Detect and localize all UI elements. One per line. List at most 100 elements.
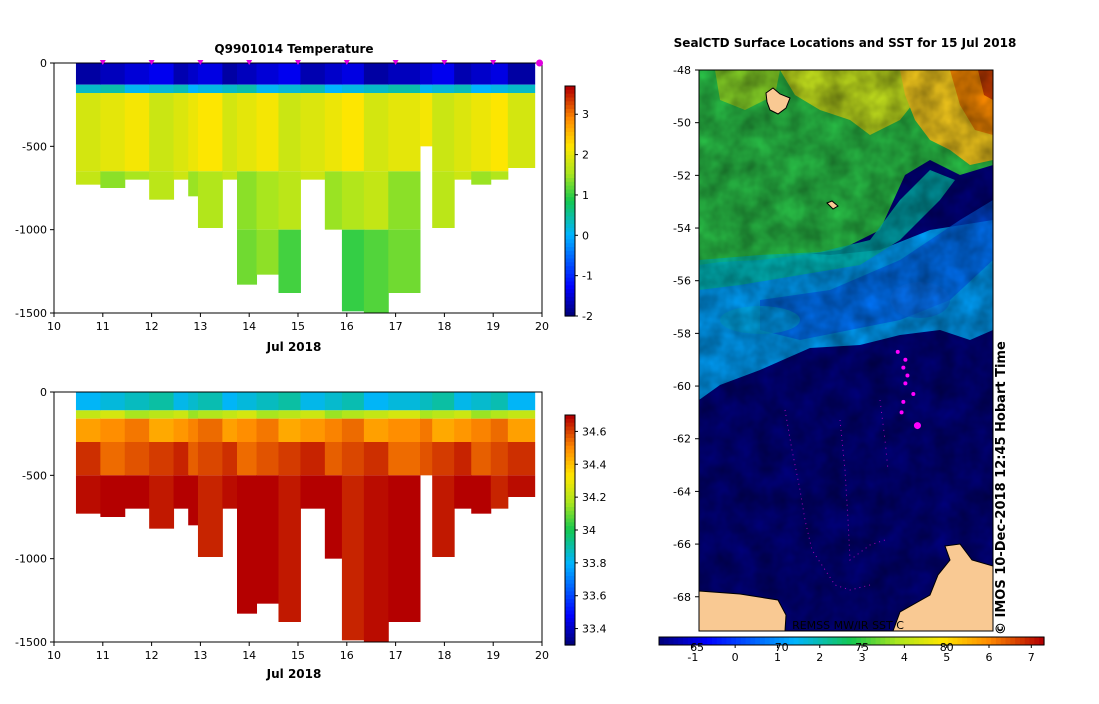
sst-celsius-label: -1 xyxy=(687,651,698,664)
section-cell xyxy=(173,475,189,509)
colorbar-swatch xyxy=(565,178,575,183)
map-lat-label: -56 xyxy=(673,275,691,288)
section-cell xyxy=(75,63,101,85)
colorbar-swatch xyxy=(565,572,575,577)
section-cell xyxy=(149,418,175,442)
section-cell xyxy=(75,93,101,172)
colorbar-swatch xyxy=(565,235,575,240)
colorbar-swatch xyxy=(565,166,575,171)
colorbar-swatch xyxy=(565,564,575,569)
colorbar-swatch xyxy=(565,212,575,217)
y-tick-label: -500 xyxy=(22,469,47,482)
colorbar-swatch xyxy=(565,227,575,233)
sst-colorbar-swatch xyxy=(716,637,723,645)
section-cell xyxy=(278,84,301,93)
section-cell xyxy=(100,475,126,517)
profile-marker xyxy=(148,60,155,65)
colorbar-swatch xyxy=(565,281,575,286)
section-cell xyxy=(188,84,199,93)
colorbar-swatch xyxy=(565,495,575,500)
colorbar-swatch xyxy=(565,231,575,237)
section-cell xyxy=(173,442,189,476)
sst-colorbar-swatch xyxy=(1010,637,1016,645)
sst-colorbar-swatch xyxy=(1029,637,1035,645)
sst-colorbar-swatch xyxy=(986,637,992,645)
section-cell xyxy=(324,63,343,85)
sst-colorbar-swatch xyxy=(1000,637,1007,645)
seal-position xyxy=(901,399,906,404)
colorbar-swatch xyxy=(565,289,575,294)
colorbar-swatch xyxy=(565,507,575,512)
colorbar-swatch xyxy=(565,514,575,520)
section-cell xyxy=(363,418,389,442)
map-credit: © IMOS 10-Dec-2018 12:45 Hobart Time xyxy=(994,341,1009,635)
sst-colorbar-swatch xyxy=(750,637,756,645)
section-cell xyxy=(454,93,472,172)
x-tick-label: 18 xyxy=(437,649,451,662)
sst-colorbar-swatch xyxy=(721,637,727,645)
colorbar-swatch xyxy=(565,155,575,160)
sst-colorbar-swatch xyxy=(957,637,963,645)
profile-marker xyxy=(441,60,448,65)
sst-field xyxy=(699,70,993,631)
map-lat-label: -58 xyxy=(673,327,691,340)
section-cell xyxy=(507,93,536,168)
colorbar-swatch xyxy=(565,135,575,141)
sst-colorbar-swatch xyxy=(885,637,891,645)
section-cell xyxy=(341,392,365,411)
colorbar-swatch xyxy=(565,449,575,454)
section-cell xyxy=(100,392,126,411)
colorbar-swatch xyxy=(565,629,575,635)
section-cell xyxy=(507,442,536,476)
sst-colorbar-swatch xyxy=(952,637,958,645)
section-cell xyxy=(341,93,365,172)
colorbar-swatch xyxy=(565,105,575,110)
y-tick-label: -1000 xyxy=(15,553,47,566)
section-cell xyxy=(173,171,189,180)
section-cell xyxy=(388,442,421,476)
colorbar-swatch xyxy=(565,430,575,435)
sst-colorbar-swatch xyxy=(928,637,934,645)
section-cell xyxy=(100,410,126,419)
x-tick-label: 17 xyxy=(389,649,403,662)
sst-colorbar-swatch xyxy=(914,637,920,645)
colorbar-swatch xyxy=(565,296,575,302)
section-cell xyxy=(278,93,301,172)
sst-colorbar-swatch xyxy=(938,637,944,645)
section-cell xyxy=(100,93,126,172)
section-cell xyxy=(149,171,175,200)
section-cell xyxy=(388,93,421,172)
section-cell xyxy=(124,442,150,476)
sst-colorbar-swatch xyxy=(745,637,752,645)
section-cell xyxy=(454,475,472,509)
colorbar-swatch xyxy=(565,622,575,627)
section-cell xyxy=(341,63,365,85)
x-tick-label: 20 xyxy=(535,649,549,662)
section-cell xyxy=(197,475,223,557)
colorbar-swatch xyxy=(565,258,575,263)
section-cell xyxy=(388,229,421,293)
sst-colorbar-swatch xyxy=(942,637,949,645)
sst-colorbar-swatch xyxy=(856,637,862,645)
section-cell xyxy=(237,171,258,230)
section-cell xyxy=(341,171,365,230)
colorbar-swatch xyxy=(565,583,575,589)
section-cell xyxy=(490,392,509,411)
section-cell xyxy=(341,475,365,641)
section-cell xyxy=(222,475,238,509)
colorbar-swatch xyxy=(565,599,575,604)
sst-map-panel: SealCTD Surface Locations and SST for 15… xyxy=(658,36,1045,664)
section-cell xyxy=(278,418,301,442)
colorbar-swatch xyxy=(565,618,575,623)
section-cell xyxy=(197,442,223,476)
section-cell xyxy=(363,93,389,172)
section-cell xyxy=(173,410,189,419)
colorbar-swatch xyxy=(565,204,575,210)
section-cell xyxy=(124,475,150,509)
x-tick-label: 13 xyxy=(193,320,207,333)
sst-colorbar-swatch xyxy=(726,637,732,645)
section-cell xyxy=(256,229,279,275)
section-cell xyxy=(237,93,258,172)
map-watermark: REMSS MW/IR SST C xyxy=(792,619,904,632)
